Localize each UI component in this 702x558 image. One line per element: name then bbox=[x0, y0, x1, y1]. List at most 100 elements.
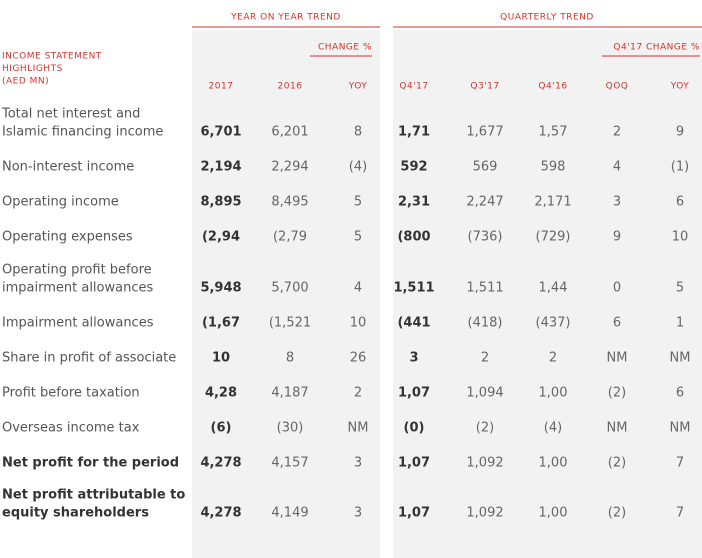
cell: 4,28 bbox=[205, 386, 237, 401]
row-label: Profit before taxation bbox=[2, 386, 140, 401]
cell: 1,00 bbox=[539, 506, 568, 521]
cell: 10 bbox=[672, 230, 689, 245]
cell: (2,79 bbox=[273, 230, 307, 245]
group-title: QUARTERLY TREND bbox=[500, 13, 594, 23]
cell: 2,294 bbox=[271, 160, 308, 175]
row-label: Impairment allowances bbox=[2, 316, 154, 331]
cell: 8 bbox=[286, 351, 294, 366]
cell: 1,092 bbox=[466, 456, 503, 471]
cell: (2) bbox=[608, 386, 626, 401]
cell: 5,948 bbox=[200, 281, 241, 296]
cell: (2) bbox=[608, 506, 626, 521]
cell: 6 bbox=[676, 386, 684, 401]
cell: (4) bbox=[544, 421, 562, 436]
cell: 4,278 bbox=[200, 506, 241, 521]
panel-year bbox=[192, 30, 380, 558]
cell: 6 bbox=[613, 316, 621, 331]
cell: (729) bbox=[536, 230, 571, 245]
cell: 1,00 bbox=[539, 386, 568, 401]
cell: (800 bbox=[397, 230, 430, 245]
column-header: 2016 bbox=[278, 82, 303, 92]
cell: 2 bbox=[481, 351, 489, 366]
cell: 2,171 bbox=[534, 195, 571, 210]
cell: (1,67 bbox=[202, 316, 240, 331]
group-title: YEAR ON YEAR TREND bbox=[230, 13, 341, 23]
cell: (437) bbox=[536, 316, 571, 331]
row-header: (AED MN) bbox=[2, 77, 49, 87]
cell: NM bbox=[348, 421, 369, 436]
change-title: CHANGE % bbox=[318, 43, 372, 53]
cell: (736) bbox=[468, 230, 503, 245]
cell: 1 bbox=[676, 316, 684, 331]
cell: 4,157 bbox=[271, 456, 308, 471]
cell: 2,194 bbox=[200, 160, 241, 175]
cell: 598 bbox=[541, 160, 566, 175]
cell: (1) bbox=[671, 160, 689, 175]
cell: 1,677 bbox=[466, 125, 503, 140]
cell: 0 bbox=[613, 281, 621, 296]
cell: NM bbox=[607, 351, 628, 366]
cell: 1,092 bbox=[466, 506, 503, 521]
cell: 592 bbox=[400, 160, 427, 175]
cell: 4,278 bbox=[200, 456, 241, 471]
cell: 6,701 bbox=[200, 125, 241, 140]
row-label: Net profit attributable to bbox=[2, 488, 185, 503]
row-label: Non-interest income bbox=[2, 160, 134, 175]
cell: NM bbox=[670, 421, 691, 436]
cell: (30) bbox=[277, 421, 304, 436]
cell: 5 bbox=[354, 230, 362, 245]
cell: (441 bbox=[397, 316, 430, 331]
cell: 9 bbox=[676, 125, 684, 140]
cell: 3 bbox=[613, 195, 621, 210]
row-label: impairment allowances bbox=[2, 281, 153, 296]
row-label: Total net interest and bbox=[1, 107, 140, 122]
cell: 2,247 bbox=[466, 195, 503, 210]
column-header: Q3'17 bbox=[470, 82, 499, 92]
column-header: Q4'17 bbox=[399, 82, 428, 92]
row-label: Operating profit before bbox=[2, 263, 152, 278]
cell: 2 bbox=[354, 386, 362, 401]
row-label: Islamic financing income bbox=[2, 125, 163, 140]
cell: 4,187 bbox=[271, 386, 308, 401]
row-label: equity shareholders bbox=[2, 506, 149, 521]
cell: 1,511 bbox=[466, 281, 503, 296]
column-header: QOQ bbox=[606, 82, 629, 92]
cell: (6) bbox=[211, 421, 232, 436]
cell: 1,07 bbox=[398, 386, 430, 401]
cell: 7 bbox=[676, 506, 684, 521]
cell: 1,511 bbox=[393, 281, 434, 296]
change-title: Q4'17 CHANGE % bbox=[613, 43, 700, 53]
cell: 4 bbox=[613, 160, 621, 175]
cell: 1,07 bbox=[398, 506, 430, 521]
row-label: Net profit for the period bbox=[2, 456, 179, 471]
row-header: INCOME STATEMENT bbox=[2, 52, 102, 62]
cell: 8,495 bbox=[271, 195, 308, 210]
cell: 6,201 bbox=[271, 125, 308, 140]
cell: 10 bbox=[350, 316, 367, 331]
cell: NM bbox=[607, 421, 628, 436]
cell: 4 bbox=[354, 281, 362, 296]
cell: (2) bbox=[608, 456, 626, 471]
cell: 2,31 bbox=[398, 195, 430, 210]
cell: 5,700 bbox=[271, 281, 308, 296]
cell: 9 bbox=[613, 230, 621, 245]
cell: 8 bbox=[354, 125, 362, 140]
column-header: 2017 bbox=[209, 82, 234, 92]
row-label: Overseas income tax bbox=[2, 421, 140, 436]
cell: (2,94 bbox=[202, 230, 240, 245]
cell: 3 bbox=[354, 456, 362, 471]
cell: 10 bbox=[212, 351, 230, 366]
row-label: Operating expenses bbox=[2, 230, 133, 245]
cell: 569 bbox=[473, 160, 498, 175]
cell: 1,71 bbox=[398, 125, 430, 140]
cell: 1,094 bbox=[466, 386, 503, 401]
cell: (4) bbox=[349, 160, 367, 175]
cell: 3 bbox=[354, 506, 362, 521]
cell: 5 bbox=[354, 195, 362, 210]
cell: (1,521 bbox=[269, 316, 311, 331]
row-label: Share in profit of associate bbox=[2, 351, 176, 366]
cell: 4,149 bbox=[271, 506, 308, 521]
cell: 7 bbox=[676, 456, 684, 471]
column-header: YOY bbox=[670, 82, 690, 92]
